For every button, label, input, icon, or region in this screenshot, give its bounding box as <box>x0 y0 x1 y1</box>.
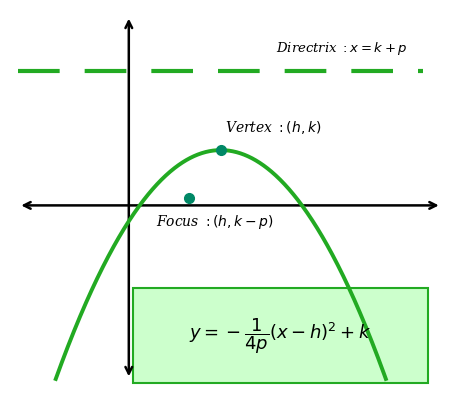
Text: Directrix $: x = k + p$: Directrix $: x = k + p$ <box>275 40 407 57</box>
Text: Vertex $:(h,k)$: Vertex $:(h,k)$ <box>225 119 321 136</box>
Text: $y = -\dfrac{1}{4p}(x-h)^{2}+k$: $y = -\dfrac{1}{4p}(x-h)^{2}+k$ <box>189 316 371 356</box>
FancyBboxPatch shape <box>133 288 427 383</box>
Text: Focus $:(h,k-p)$: Focus $:(h,k-p)$ <box>156 213 274 231</box>
